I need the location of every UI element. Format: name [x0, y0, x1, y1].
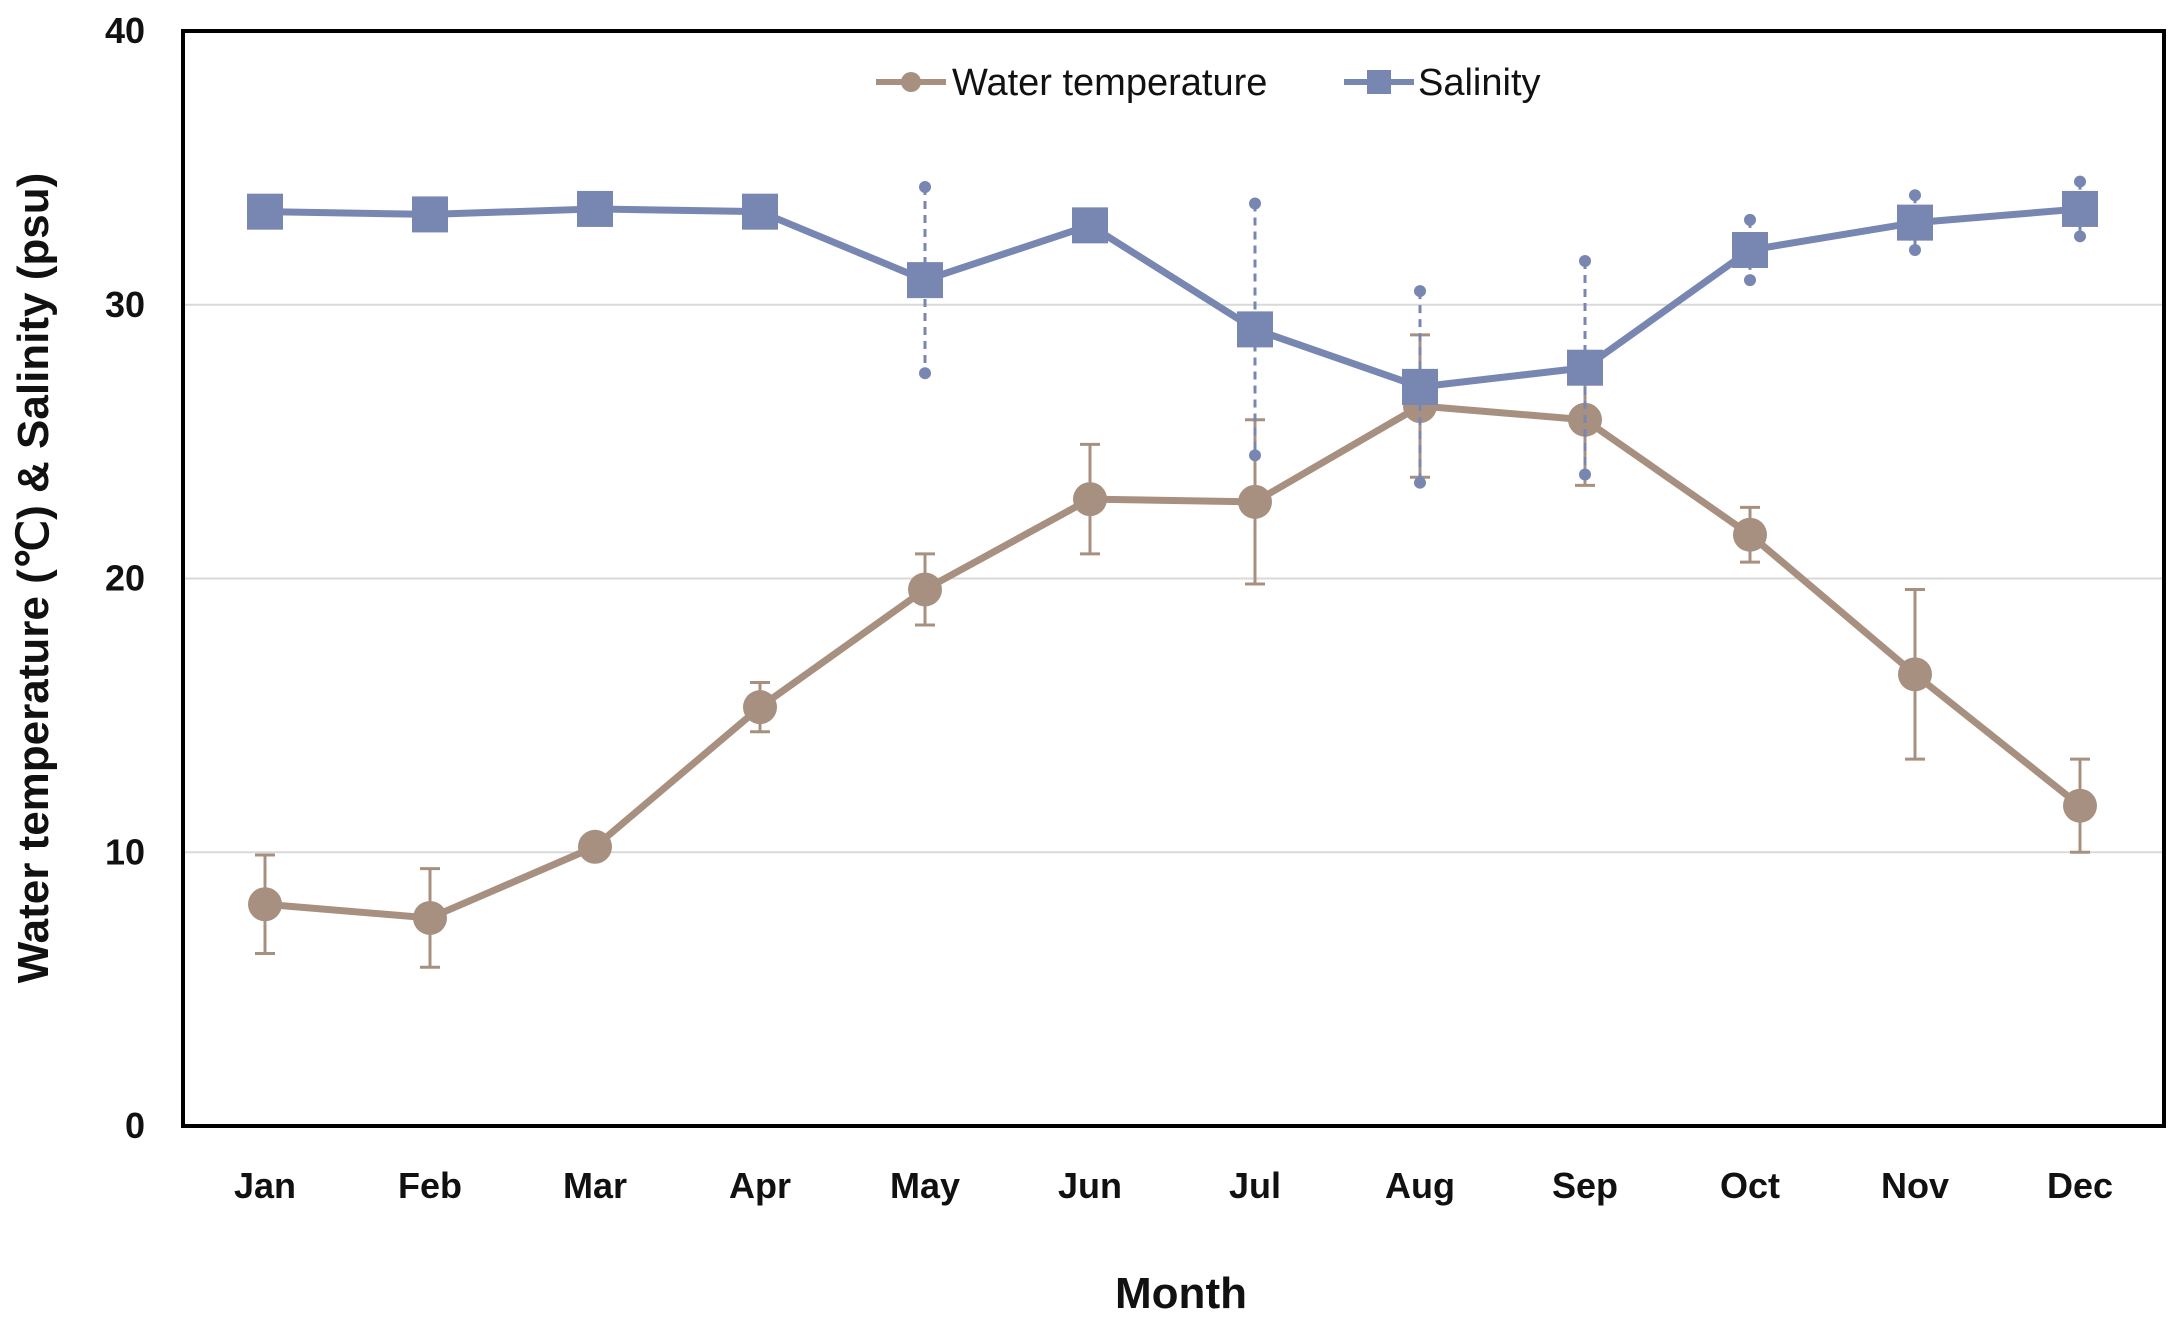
y-tick-label: 0 — [125, 1105, 145, 1146]
error-cap — [2074, 175, 2086, 188]
x-tick-label-jul: Jul — [1229, 1165, 1281, 1206]
error-cap — [1744, 213, 1756, 226]
data-point — [1898, 657, 1932, 692]
data-point — [248, 887, 282, 922]
data-point — [1237, 311, 1273, 348]
y-axis-title: Water temperature (℃) & Salinity (psu) — [9, 173, 58, 984]
data-point — [1567, 349, 1603, 386]
legend-marker — [1367, 70, 1391, 94]
data-point — [247, 193, 283, 230]
x-tick-label-apr: Apr — [729, 1165, 791, 1206]
legend: Water temperature Salinity — [876, 62, 1541, 104]
x-tick-label-sep: Sep — [1552, 1165, 1618, 1206]
legend-item-salinity: Salinity — [1344, 62, 1541, 104]
y-tick-label: 20 — [105, 558, 145, 599]
error-cap — [1909, 244, 1921, 256]
plot-area-frame — [181, 29, 2166, 1128]
error-cap — [1579, 468, 1591, 481]
error-cap — [919, 181, 931, 194]
error-cap — [1414, 285, 1426, 298]
data-point — [412, 196, 448, 233]
legend-label: Salinity — [1418, 62, 1541, 104]
data-point — [907, 262, 943, 299]
error-bars — [259, 175, 2086, 489]
series-layer — [247, 175, 2098, 969]
x-tick-label-oct: Oct — [1720, 1165, 1780, 1206]
legend-marker — [901, 72, 921, 92]
x-tick-label-dec: Dec — [2047, 1165, 2113, 1206]
x-tick-label-jun: Jun — [1058, 1165, 1122, 1206]
data-point — [1732, 232, 1768, 268]
data-point — [1073, 482, 1107, 517]
data-point — [1897, 204, 1933, 241]
error-cap — [1744, 274, 1756, 287]
data-point — [742, 193, 778, 230]
legend-item-water-temperature: Water temperature — [876, 62, 1267, 104]
series-line — [264, 205, 2081, 391]
data-point — [908, 572, 942, 607]
x-tick-label-may: May — [890, 1165, 960, 1206]
data-point — [1238, 484, 1272, 519]
error-cap — [1249, 449, 1261, 462]
data-point — [578, 829, 612, 864]
x-tick-label-feb: Feb — [398, 1165, 462, 1206]
error-cap — [1579, 254, 1591, 267]
gridlines — [183, 303, 2164, 854]
series-water-temperature — [248, 333, 2097, 969]
data-point — [1733, 517, 1767, 552]
y-axis-ticks: 0 10 20 30 40 — [105, 10, 145, 1146]
x-tick-label-nov: Nov — [1881, 1165, 1949, 1206]
series-line — [264, 402, 2083, 922]
data-point — [1072, 207, 1108, 244]
error-cap — [1414, 476, 1426, 489]
data-point — [577, 190, 613, 227]
y-tick-label: 40 — [105, 10, 145, 51]
series-salinity — [247, 175, 2098, 489]
data-point — [1402, 368, 1438, 405]
error-cap — [2074, 230, 2086, 243]
x-axis-ticks: Jan Feb Mar Apr May Jun Jul Aug Sep Oct Nov Dec — [234, 1165, 2113, 1206]
y-tick-label: 30 — [105, 284, 145, 325]
data-point — [2063, 788, 2097, 823]
x-axis-title: Month — [1115, 1269, 1247, 1318]
legend-label: Water temperature — [952, 62, 1267, 104]
data-point — [2062, 190, 2098, 227]
data-point — [743, 690, 777, 725]
error-cap — [1909, 189, 1921, 202]
y-tick-label: 10 — [105, 831, 145, 872]
error-cap — [919, 367, 931, 380]
data-point — [413, 900, 447, 935]
x-tick-label-mar: Mar — [563, 1165, 627, 1206]
error-cap — [1249, 197, 1261, 210]
x-tick-label-aug: Aug — [1385, 1165, 1455, 1206]
x-tick-label-jan: Jan — [234, 1165, 296, 1206]
